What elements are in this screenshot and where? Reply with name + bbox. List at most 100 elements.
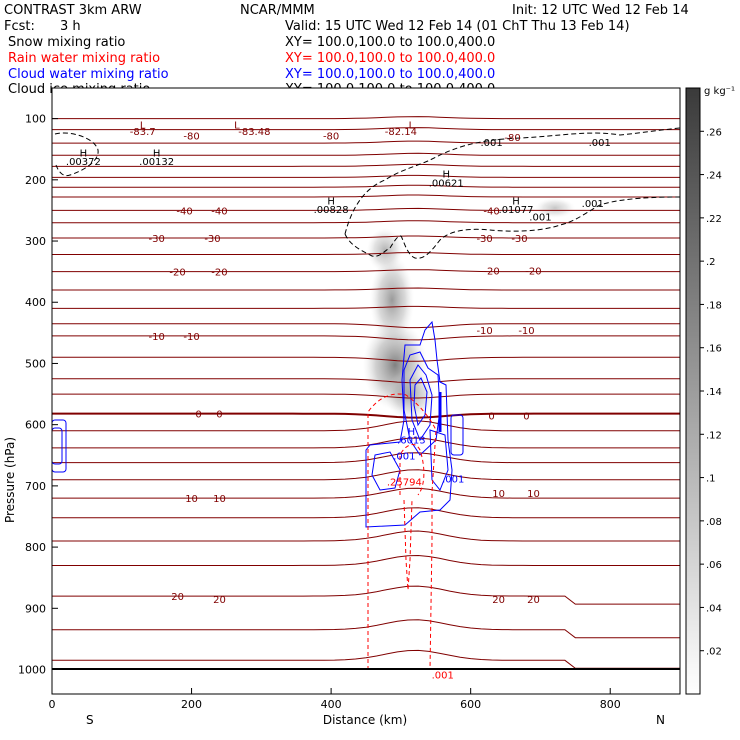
colorbar-tick-label: .14	[706, 387, 722, 398]
x-axis-left-end-label: S	[86, 713, 94, 727]
y-tick-label: 500	[25, 357, 46, 370]
colorbar-unit: g kg⁻¹	[704, 86, 735, 97]
colorbar-tick-label: .22	[706, 214, 722, 225]
isotherm-label: -10	[518, 326, 534, 337]
extremum-value: .6013	[397, 435, 426, 446]
isotherm-line	[52, 554, 680, 566]
cloud-ice-label: .001	[529, 213, 551, 224]
colorbar-tick-label: .18	[706, 300, 722, 311]
cloud-water-contour-left-edge	[52, 419, 67, 473]
plot-area	[52, 88, 680, 694]
rain-label: .25794	[387, 478, 422, 489]
cloud-water-contour-outer	[365, 320, 453, 528]
cloud-ice-label: .001	[480, 138, 502, 149]
extremum-value: .00828	[314, 205, 349, 216]
isotherm-line	[52, 437, 680, 449]
isotherm-label: -40	[483, 206, 499, 217]
cloud-water-label: .001	[442, 475, 464, 486]
colorbar-tick-label: .04	[706, 603, 722, 614]
isotherm-line	[52, 140, 680, 144]
isotherm-line	[52, 393, 680, 399]
y-tick-label: 300	[25, 235, 46, 248]
extremum-marker: L	[140, 121, 146, 132]
isotherm-label: -80	[183, 132, 199, 143]
model-title: CONTRAST 3km ARW	[4, 3, 142, 18]
y-tick-label: 600	[25, 419, 46, 432]
cloud-ice-label: .001	[589, 138, 611, 149]
colorbar-tick-label: .2	[706, 257, 716, 268]
isotherm-label: -40	[176, 206, 192, 217]
x-tick-label: 400	[321, 698, 342, 711]
isotherm-line	[52, 127, 680, 131]
field-name-snow: Snow mixing ratio	[8, 35, 125, 50]
contour-labels: -83.7 -83.48 -82.14 -80 -80 -80 -40 -40 -40 -30 -3…	[66, 121, 611, 682]
cloud-ice-contour-left	[54, 132, 99, 177]
x-tick-label: 600	[460, 698, 481, 711]
x-tick-label: 0	[49, 698, 56, 711]
rain-contour-inner	[399, 444, 425, 496]
cloud-water-contour-right	[450, 414, 464, 456]
organization: NCAR/MMM	[240, 3, 315, 18]
rain-contour-shaft	[403, 499, 413, 591]
forecast-hours: 3 h	[60, 19, 81, 34]
isotherm-line	[52, 116, 680, 120]
field-name-rain: Rain water mixing ratio	[8, 51, 160, 66]
extremum-marker: H	[442, 170, 450, 181]
colorbar-ticks: .26 .24 .22 .2 .18 .16 .14 .12 .1 .08 .06 .04 .02	[700, 127, 722, 658]
snow-patch-right	[535, 198, 575, 218]
x-tick-label: 800	[600, 698, 621, 711]
isotherm-label: 10	[492, 489, 505, 500]
extremum-value: .00372	[66, 157, 101, 168]
isotherm-line	[52, 287, 680, 291]
field-xy-rain: XY= 100.0,100.0 to 100.0,400.0	[285, 51, 495, 66]
isotherm-line	[52, 585, 680, 605]
isotherm-label: -83.7	[130, 127, 156, 138]
rain-contour-outer	[367, 393, 437, 671]
snow-shading	[363, 198, 575, 420]
extremum-marker: L	[409, 121, 415, 132]
isotherm-line	[52, 207, 680, 211]
isotherm-label: 20	[171, 592, 184, 603]
cloud-ice-contour-main	[344, 127, 680, 259]
y-tick-label: 900	[25, 602, 46, 615]
isotherm-line	[52, 378, 680, 384]
header: CONTRAST 3km ARW NCAR/MMM Init: 12 UTC W…	[4, 3, 689, 97]
cloud-water-contour-left-inner	[52, 427, 63, 465]
field-xy-snow: XY= 100.0,100.0 to 100.0,400.0	[285, 35, 495, 50]
cloud-ice-label: .001	[582, 199, 604, 210]
isotherm-label: -82.14	[385, 127, 417, 138]
isotherm-line	[52, 323, 680, 329]
isotherm-line	[52, 220, 680, 224]
x-axis-right-end-label: N	[656, 713, 665, 727]
isotherm-line	[52, 163, 680, 167]
isotherm-label: 10	[213, 494, 226, 505]
cloud-ice-contours	[54, 127, 680, 259]
y-axis-title: Pressure (hPa)	[3, 437, 17, 523]
forecast-label: Fcst:	[4, 19, 35, 34]
isotherm-line	[52, 251, 680, 255]
extremum-marker: H	[327, 197, 335, 208]
colorbar-gradient	[685, 87, 701, 695]
y-tick-label: 100	[25, 113, 46, 126]
colorbar-tick-label: .26	[706, 127, 722, 138]
colorbar-tick-label: .02	[706, 647, 722, 658]
isotherm-line	[52, 269, 680, 273]
isotherm-label: -30	[204, 234, 220, 245]
extremum-value: .01077	[499, 205, 534, 216]
isotherm-line	[52, 420, 680, 432]
extremum-value: .00621	[429, 178, 464, 189]
x-axis-title: Distance (km)	[323, 713, 407, 727]
isotherm-line	[52, 235, 680, 239]
field-xy-cloud-water: XY= 100.0,100.0 to 100.0,400.0	[285, 67, 495, 82]
isotherm-line	[52, 194, 680, 198]
colorbar-tick-label: .12	[706, 430, 722, 441]
x-tick-label: 200	[181, 698, 202, 711]
valid-time: Valid: 15 UTC Wed 12 Feb 14 (01 ChT Thu …	[285, 19, 630, 34]
y-tick-label: 400	[25, 296, 46, 309]
isotherm-label: -20	[525, 266, 541, 277]
extremum-marker: H	[408, 427, 416, 438]
isotherm-label: 20	[527, 595, 540, 606]
isotherm-label: -30	[148, 234, 164, 245]
